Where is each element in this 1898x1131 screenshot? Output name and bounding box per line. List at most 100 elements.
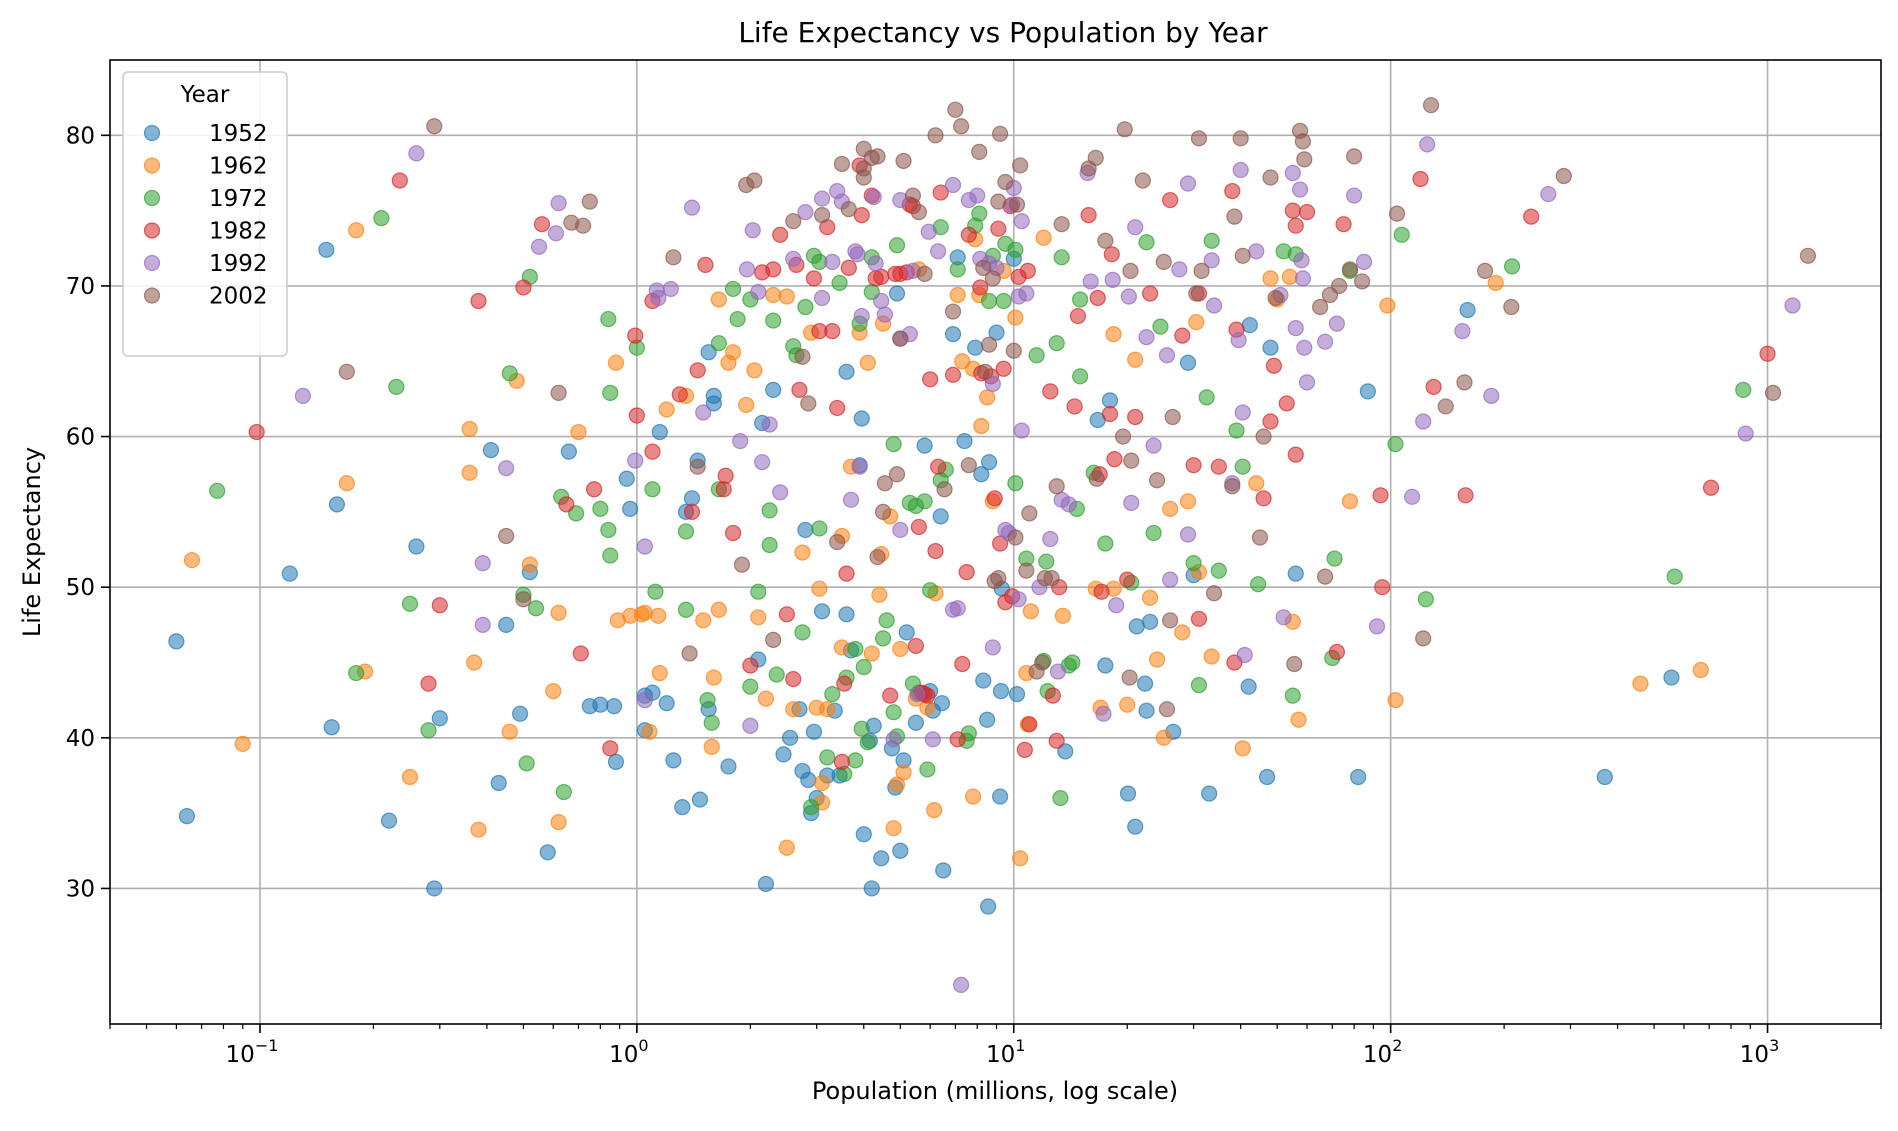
scatter-point — [824, 253, 841, 270]
scatter-point — [873, 850, 890, 867]
scatter-point — [710, 601, 727, 618]
scatter-point — [348, 222, 365, 239]
scatter-point — [431, 710, 448, 727]
scatter-point — [992, 125, 1009, 142]
scatter-point — [757, 690, 775, 707]
scatter-point — [853, 207, 870, 224]
scatter-point — [1326, 550, 1343, 567]
scatter-point — [602, 547, 619, 564]
scatter-point — [323, 719, 340, 736]
scatter-point — [1523, 208, 1540, 225]
scatter-point — [294, 387, 312, 404]
scatter-point — [1049, 663, 1067, 680]
scatter-point — [431, 597, 448, 614]
scatter-point — [794, 348, 811, 365]
scatter-point — [1021, 505, 1038, 522]
scatter-point — [1286, 655, 1303, 673]
scatter-point — [738, 396, 755, 414]
legend-label: 1972 — [209, 186, 268, 212]
scatter-point — [1224, 182, 1241, 200]
scatter-point — [498, 616, 515, 633]
scatter-point — [842, 491, 860, 508]
scatter-point — [920, 223, 937, 240]
legend-label: 1952 — [209, 121, 268, 147]
scatter-point — [1255, 490, 1272, 507]
scatter-point — [683, 199, 701, 216]
scatter-point — [878, 612, 895, 629]
scatter-point — [1114, 428, 1132, 445]
scatter-point — [772, 484, 789, 501]
scatter-point — [1007, 529, 1024, 546]
scatter-point — [1540, 185, 1557, 203]
scatter-point — [865, 188, 882, 206]
plot-frame — [109, 59, 1882, 1025]
scatter-point — [533, 216, 551, 233]
scatter-point — [724, 280, 742, 298]
scatter-point — [1454, 323, 1471, 340]
scatter-point — [501, 723, 518, 740]
scatter-point — [874, 503, 892, 520]
scatter-point — [1053, 216, 1070, 233]
scatter-point — [813, 603, 831, 620]
scatter-point — [1312, 298, 1329, 316]
scatter-point — [838, 606, 855, 623]
scatter-point — [1663, 669, 1680, 686]
scatter-point — [926, 802, 943, 819]
scatter-point — [888, 285, 906, 302]
scatter-point — [992, 788, 1009, 805]
scatter-point — [863, 880, 880, 897]
scatter-point — [895, 152, 912, 170]
scatter-point — [408, 145, 425, 162]
scatter-point — [1162, 571, 1179, 588]
scatter-point — [1459, 301, 1476, 319]
scatter-point — [1127, 818, 1144, 835]
scatter-point — [600, 521, 617, 539]
scatter-point — [1258, 768, 1276, 786]
scatter-point — [1162, 612, 1179, 629]
scatter-point — [973, 417, 990, 435]
scatter-point — [1179, 493, 1197, 510]
scatter-point — [863, 645, 880, 662]
scatter-point — [972, 279, 989, 296]
scatter-point — [800, 771, 817, 789]
scatter-point — [318, 241, 335, 258]
scatter-point — [794, 544, 811, 561]
scatter-point — [1341, 493, 1359, 510]
scatter-point — [644, 481, 661, 498]
scatter-point — [178, 808, 196, 825]
scatter-point — [700, 344, 717, 361]
y-tick-label: 60 — [66, 425, 95, 451]
scatter-point — [1052, 789, 1069, 807]
scatter-point — [545, 683, 562, 700]
scatter-point — [1082, 273, 1099, 290]
scatter-point — [876, 475, 893, 492]
scatter-point — [1127, 351, 1144, 368]
scatter-point — [960, 457, 977, 474]
scatter-point — [650, 289, 667, 307]
scatter-point — [980, 454, 998, 471]
scatter-point — [977, 363, 994, 380]
scatter-point — [1737, 425, 1754, 442]
scatter-point — [833, 639, 851, 656]
scatter-point — [778, 288, 795, 305]
scatter-point — [1012, 850, 1029, 867]
scatter-point — [829, 399, 846, 417]
scatter-point — [695, 404, 712, 421]
scatter-point — [1232, 130, 1249, 147]
scatter-point — [1393, 226, 1410, 243]
scatter-point — [1016, 741, 1033, 758]
scatter-point — [560, 443, 577, 460]
scatter-point — [1148, 651, 1166, 668]
scatter-point — [797, 204, 814, 221]
scatter-point — [892, 521, 909, 539]
scatter-point — [855, 826, 872, 843]
scatter-point — [470, 821, 487, 838]
scatter-point — [1171, 261, 1188, 278]
scatter-point — [1632, 675, 1649, 692]
scatter-point — [1419, 136, 1436, 153]
scatter-point — [605, 698, 623, 715]
scatter-point — [426, 118, 443, 135]
scatter-point — [1134, 172, 1151, 189]
y-tick-label: 40 — [66, 726, 95, 752]
scatter-point — [183, 551, 201, 569]
